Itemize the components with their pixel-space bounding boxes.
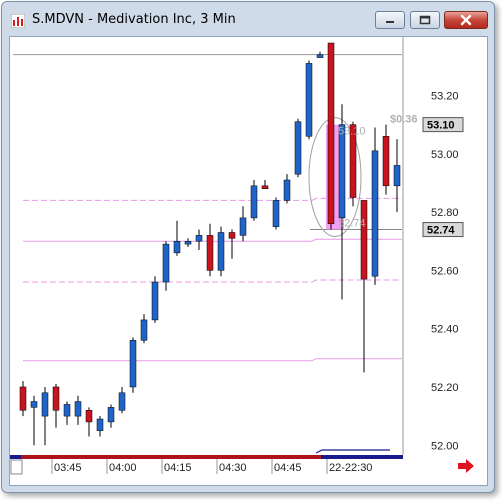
chart-area[interactable]: 53.10 52.74 $0.36 52.00 52.20 52.40 52.60 52.80… bbox=[9, 36, 488, 486]
candle-body bbox=[52, 386, 60, 411]
candle-body bbox=[228, 232, 236, 239]
candlestick-chart[interactable]: 53.10 52.74 $0.36 52.00 52.20 52.40 52.60 52.80… bbox=[10, 37, 487, 485]
time-axis-bar-red bbox=[21, 455, 321, 459]
candle-body bbox=[195, 235, 203, 242]
candle-body bbox=[349, 124, 357, 198]
candle-body bbox=[393, 165, 401, 187]
price-marker-box bbox=[422, 117, 464, 133]
candle-body bbox=[272, 200, 280, 227]
candle-body bbox=[294, 121, 302, 175]
candle-body bbox=[239, 217, 247, 236]
candle-body bbox=[217, 232, 225, 271]
maximize-button[interactable] bbox=[410, 11, 440, 29]
candle-body bbox=[338, 124, 346, 219]
candle-body bbox=[327, 42, 335, 224]
candle-body bbox=[162, 243, 170, 283]
time-tick-label: 04:30 bbox=[219, 462, 247, 474]
candle-body bbox=[118, 392, 126, 411]
price-tick-label: 52.20 bbox=[431, 382, 459, 394]
price-tick-label: 53.20 bbox=[431, 90, 459, 102]
candle-body bbox=[250, 185, 258, 219]
chart-app-icon bbox=[11, 14, 25, 28]
candle-body bbox=[74, 401, 82, 417]
candle-body bbox=[30, 401, 38, 408]
candle-body bbox=[261, 185, 269, 189]
range-high-label: 53.10 bbox=[338, 126, 366, 138]
price-marker-box bbox=[422, 222, 464, 238]
price-tick-label: 52.40 bbox=[431, 324, 459, 336]
minimize-button[interactable] bbox=[375, 11, 405, 29]
candle-body bbox=[140, 319, 148, 341]
title-bar[interactable]: S.MDVN - Medivation Inc, 3 Min bbox=[2, 2, 494, 36]
maximize-icon bbox=[419, 15, 431, 25]
volume-trace bbox=[315, 449, 390, 454]
window-title: S.MDVN - Medivation Inc, 3 Min bbox=[32, 12, 236, 27]
chart-window: S.MDVN - Medivation Inc, 3 Min 53.10 52.7… bbox=[1, 1, 495, 493]
time-tick-label: 03:45 bbox=[54, 462, 82, 474]
scroll-right-arrow-icon[interactable] bbox=[456, 458, 476, 474]
price-axis-panel bbox=[403, 37, 487, 485]
time-tick-label: 04:45 bbox=[274, 462, 302, 474]
range-low-label: 52.74 bbox=[338, 218, 366, 230]
time-tick-label: 04:00 bbox=[109, 462, 137, 474]
minimize-icon bbox=[386, 21, 394, 23]
candle-body bbox=[41, 392, 49, 417]
price-marker-label: 53.10 bbox=[427, 120, 455, 132]
candle-body bbox=[129, 340, 137, 388]
candle-body bbox=[382, 136, 390, 187]
reference-line-tail bbox=[311, 197, 402, 201]
time-axis-handle bbox=[10, 459, 23, 475]
time-tick-label: 04:15 bbox=[164, 462, 192, 474]
reference-line-tail bbox=[311, 238, 402, 242]
candle-body bbox=[360, 200, 368, 280]
candle-body bbox=[151, 281, 159, 321]
reference-line-tail bbox=[311, 279, 402, 283]
close-icon bbox=[460, 14, 472, 26]
candle-body bbox=[316, 54, 324, 58]
candle-body bbox=[371, 150, 379, 277]
price-marker-label: 52.74 bbox=[427, 225, 455, 237]
candle-body bbox=[305, 63, 313, 137]
candle-body bbox=[184, 240, 192, 245]
price-tick-label: 52.00 bbox=[431, 440, 459, 452]
range-ellipse bbox=[308, 117, 362, 238]
candle-body bbox=[63, 404, 71, 417]
price-tick-label: 53.00 bbox=[431, 149, 459, 161]
candle-body bbox=[173, 240, 181, 254]
close-button[interactable] bbox=[444, 11, 488, 29]
price-tick-label: 52.60 bbox=[431, 265, 459, 277]
candle-body bbox=[283, 179, 291, 201]
reference-line-tail bbox=[311, 358, 402, 362]
candle-body bbox=[19, 386, 27, 411]
candle-body bbox=[206, 235, 214, 271]
candle-body bbox=[96, 418, 104, 431]
range-change-label: $0.36 bbox=[390, 114, 418, 126]
price-tick-label: 52.80 bbox=[431, 207, 459, 219]
time-tick-label: 22-22:30 bbox=[329, 462, 372, 474]
candle-body bbox=[107, 407, 115, 423]
candle-body bbox=[85, 410, 93, 423]
